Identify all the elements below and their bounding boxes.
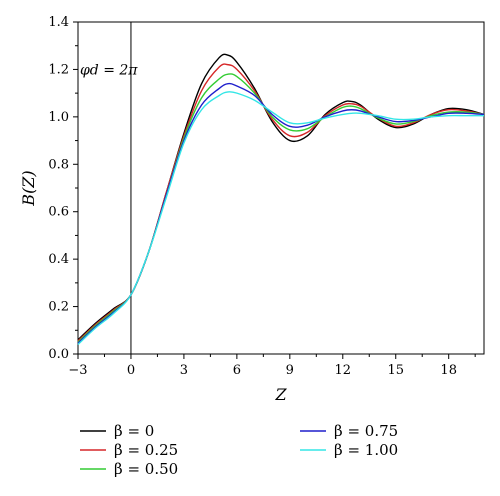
plot-area <box>77 21 485 355</box>
x-tick-label: 6 <box>233 363 241 378</box>
legend-label-2: β = 0.50 <box>114 460 178 478</box>
legend-label-3: β = 0.75 <box>334 422 398 440</box>
x-tick-label: −3 <box>68 363 87 378</box>
x-axis-title: Z <box>274 385 287 404</box>
y-tick-label: 0.0 <box>48 347 69 362</box>
legend: β = 0β = 0.25β = 0.50 β = 0.75β = 1.00 <box>80 422 398 478</box>
x-tick-label: 18 <box>440 363 457 378</box>
y-axis-title: B(Z) <box>19 170 38 206</box>
series-line-4 <box>77 91 484 346</box>
series-line-1 <box>77 63 485 342</box>
plot-frame <box>77 21 485 355</box>
series-layer <box>77 53 485 346</box>
y-tick-label: 0.4 <box>48 252 69 267</box>
series-line-2 <box>77 73 485 343</box>
axes-layer: −3 0 3 6 9 12 15 18 0.0 0.2 0.4 0.6 0.8 1.0 1.2 1.4 <box>48 15 476 378</box>
x-tick-label: 12 <box>335 363 352 378</box>
y-tick-label: 0.2 <box>48 300 69 315</box>
x-tick-label: 9 <box>286 363 294 378</box>
legend-label-1: β = 0.25 <box>114 441 178 459</box>
phi-annotation: φd = 2π <box>80 62 138 78</box>
legend-label-0: β = 0 <box>114 422 154 440</box>
y-tick-label: 0.6 <box>48 205 69 220</box>
y-tick-label: 0.8 <box>48 157 69 172</box>
y-tick-label: 1.4 <box>48 15 69 30</box>
series-line-0 <box>77 53 485 341</box>
series-line-3 <box>77 82 485 344</box>
x-tick-label: 3 <box>180 363 188 378</box>
x-tick-label: 0 <box>127 363 135 378</box>
y-tick-label: 1.0 <box>48 110 69 125</box>
legend-label-4: β = 1.00 <box>334 441 398 459</box>
y-tick-label: 1.2 <box>48 62 69 77</box>
x-tick-label: 15 <box>387 363 404 378</box>
